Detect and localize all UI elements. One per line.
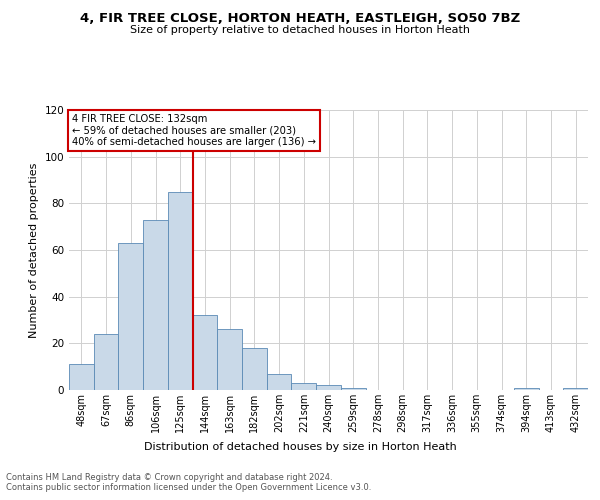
Bar: [217, 330, 242, 390]
Y-axis label: Number of detached properties: Number of detached properties: [29, 162, 39, 338]
Text: Distribution of detached houses by size in Horton Heath: Distribution of detached houses by size …: [143, 442, 457, 452]
Bar: [267, 374, 292, 390]
Text: Contains public sector information licensed under the Open Government Licence v3: Contains public sector information licen…: [6, 484, 371, 492]
Bar: [292, 383, 316, 390]
Bar: [563, 388, 588, 390]
Bar: [94, 334, 118, 390]
Bar: [69, 364, 94, 390]
Text: 4, FIR TREE CLOSE, HORTON HEATH, EASTLEIGH, SO50 7BZ: 4, FIR TREE CLOSE, HORTON HEATH, EASTLEI…: [80, 12, 520, 26]
Text: 4 FIR TREE CLOSE: 132sqm
← 59% of detached houses are smaller (203)
40% of semi-: 4 FIR TREE CLOSE: 132sqm ← 59% of detach…: [71, 114, 316, 148]
Bar: [514, 388, 539, 390]
Bar: [118, 243, 143, 390]
Bar: [143, 220, 168, 390]
Bar: [242, 348, 267, 390]
Bar: [168, 192, 193, 390]
Bar: [341, 388, 365, 390]
Text: Contains HM Land Registry data © Crown copyright and database right 2024.: Contains HM Land Registry data © Crown c…: [6, 472, 332, 482]
Bar: [193, 316, 217, 390]
Text: Size of property relative to detached houses in Horton Heath: Size of property relative to detached ho…: [130, 25, 470, 35]
Bar: [316, 386, 341, 390]
